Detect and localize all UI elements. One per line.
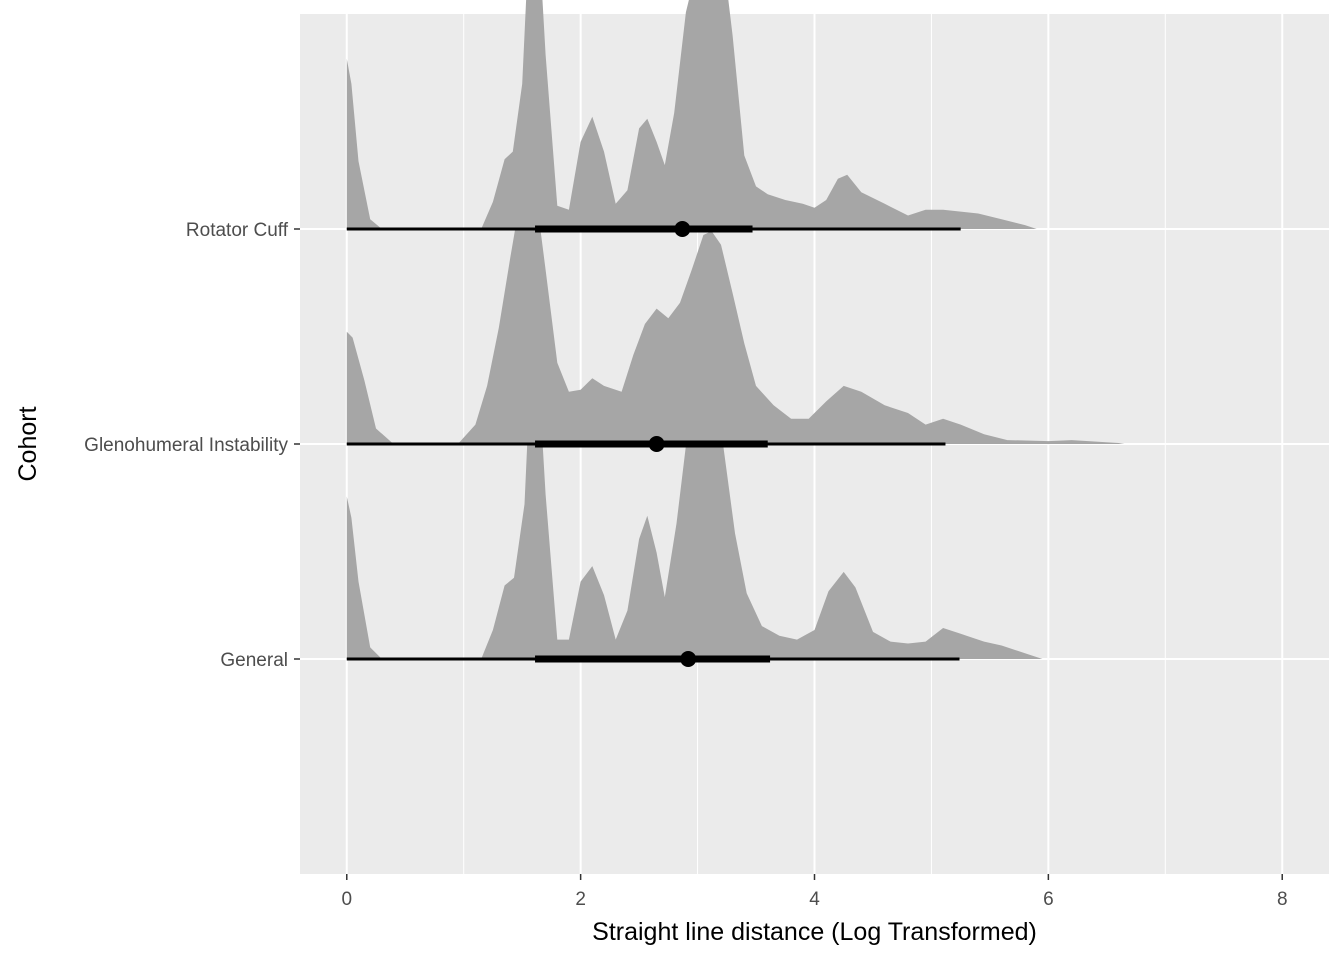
y-tick-label: Rotator Cuff <box>186 220 289 241</box>
interval-layer <box>346 221 961 667</box>
x-tick-label: 0 <box>341 889 352 910</box>
density-layer <box>346 0 1283 659</box>
y-tick-label: Glenohumeral Instability <box>84 435 288 456</box>
axes: 0 2 4 6 8 General Glenohumeral Instability Rota… <box>84 220 1287 910</box>
x-tick-label: 2 <box>575 889 586 910</box>
y-tick-label: General <box>220 650 288 671</box>
density-slab <box>346 349 1283 659</box>
point-estimate <box>680 651 697 667</box>
point-estimate <box>674 221 691 237</box>
y-axis-title: Cohort <box>14 406 42 481</box>
x-tick-label: 4 <box>809 889 820 910</box>
x-axis-title: Straight line distance (Log Transformed) <box>592 918 1037 946</box>
x-tick-label: 6 <box>1043 889 1054 910</box>
x-tick-label: 8 <box>1277 889 1288 910</box>
density-slab <box>346 0 1283 229</box>
point-estimate <box>648 436 665 452</box>
density-slab <box>346 184 1283 444</box>
